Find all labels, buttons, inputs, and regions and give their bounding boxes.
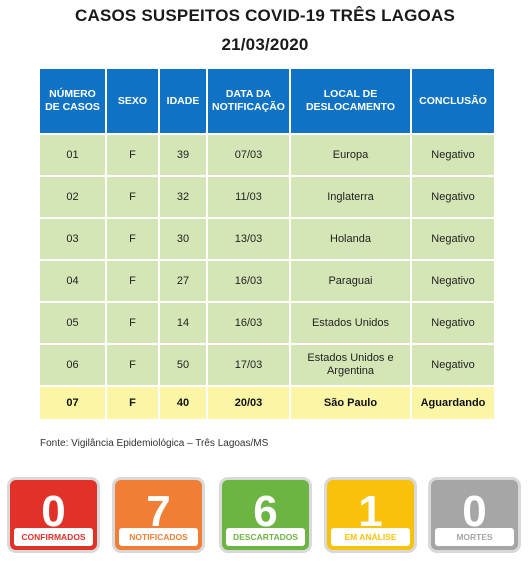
deaths-label: MORTES [435, 528, 514, 546]
table-row: 04 F 27 16/03 Paraguai Negativo [38, 259, 496, 303]
table-row: 03 F 30 13/03 Holanda Negativo [38, 217, 496, 261]
discarded-count: 6 [253, 487, 278, 536]
cell-sex: F [105, 301, 160, 345]
source-note: Fonte: Vigilância Epidemiológica – Três … [40, 438, 269, 449]
cell-notification-date: 17/03 [206, 343, 291, 387]
discarded-label: DESCARTADOS [226, 528, 305, 546]
cell-notification-date: 20/03 [206, 385, 291, 421]
cell-travel-location: São Paulo [289, 385, 412, 421]
cell-case-number: 05 [38, 301, 107, 345]
notified-count: 7 [146, 487, 171, 536]
cell-conclusion: Aguardando [410, 385, 496, 421]
deaths-count: 0 [462, 487, 487, 536]
column-header-case-number: NÚMERO DE CASOS [38, 67, 107, 135]
cell-travel-location: Holanda [289, 217, 412, 261]
cell-notification-date: 13/03 [206, 217, 291, 261]
cell-case-number: 07 [38, 385, 107, 421]
cell-notification-date: 07/03 [206, 133, 291, 177]
cell-notification-date: 11/03 [206, 175, 291, 219]
cell-case-number: 04 [38, 259, 107, 303]
under-analysis-count-card: 1 EM ANÁLISE [324, 477, 417, 553]
cell-case-number: 02 [38, 175, 107, 219]
table-row: 02 F 32 11/03 Inglaterra Negativo [38, 175, 496, 219]
cell-age: 30 [158, 217, 208, 261]
table-row: 06 F 50 17/03 Estados Unidos e Argentina… [38, 343, 496, 387]
cell-travel-location: Europa [289, 133, 412, 177]
discarded-count-card: 6 DESCARTADOS [219, 477, 312, 553]
notified-count-card: 7 NOTIFICADOS [112, 477, 205, 553]
column-header-notification-date: DATA DA NOTIFICAÇÃO [206, 67, 291, 135]
page-date: 21/03/2020 [221, 35, 309, 54]
cell-travel-location: Paraguai [289, 259, 412, 303]
cell-notification-date: 16/03 [206, 301, 291, 345]
cell-notification-date: 16/03 [206, 259, 291, 303]
cell-case-number: 06 [38, 343, 107, 387]
column-header-sex: SEXO [105, 67, 160, 135]
cell-conclusion: Negativo [410, 259, 496, 303]
cell-conclusion: Negativo [410, 301, 496, 345]
table-row: 05 F 14 16/03 Estados Unidos Negativo [38, 301, 496, 345]
cell-sex: F [105, 133, 160, 177]
cell-age: 14 [158, 301, 208, 345]
cell-conclusion: Negativo [410, 343, 496, 387]
cell-age: 39 [158, 133, 208, 177]
notified-label: NOTIFICADOS [119, 528, 198, 546]
cell-sex: F [105, 217, 160, 261]
cell-travel-location: Estados Unidos [289, 301, 412, 345]
cell-age: 40 [158, 385, 208, 421]
confirmed-label: CONFIRMADOS [14, 528, 93, 546]
table-header-row: NÚMERO DE CASOS SEXO IDADE DATA DA NOTIF… [38, 67, 496, 135]
cell-age: 27 [158, 259, 208, 303]
cell-age: 32 [158, 175, 208, 219]
cell-conclusion: Negativo [410, 217, 496, 261]
column-header-conclusion: CONCLUSÃO [410, 67, 496, 135]
cases-table: NÚMERO DE CASOS SEXO IDADE DATA DA NOTIF… [38, 67, 496, 421]
cell-case-number: 03 [38, 217, 107, 261]
cell-sex: F [105, 259, 160, 303]
confirmed-count-card: 0 CONFIRMADOS [7, 477, 100, 553]
cell-sex: F [105, 343, 160, 387]
table-row: 01 F 39 07/03 Europa Negativo [38, 133, 496, 177]
under-analysis-label: EM ANÁLISE [331, 528, 410, 546]
cell-sex: F [105, 385, 160, 421]
cell-conclusion: Negativo [410, 175, 496, 219]
cell-conclusion: Negativo [410, 133, 496, 177]
page-title: CASOS SUSPEITOS COVID-19 TRÊS LAGOAS [74, 6, 455, 25]
cell-travel-location: Inglaterra [289, 175, 412, 219]
column-header-age: IDADE [158, 67, 208, 135]
cell-case-number: 01 [38, 133, 107, 177]
cell-sex: F [105, 175, 160, 219]
deaths-count-card: 0 MORTES [428, 477, 521, 553]
cell-age: 50 [158, 343, 208, 387]
column-header-travel-location: LOCAL DE DESLOCAMENTO [289, 67, 412, 135]
table-row-pending: 07 F 40 20/03 São Paulo Aguardando [38, 385, 496, 421]
confirmed-count: 0 [41, 487, 66, 536]
under-analysis-count: 1 [358, 487, 383, 536]
cell-travel-location: Estados Unidos e Argentina [289, 343, 412, 387]
